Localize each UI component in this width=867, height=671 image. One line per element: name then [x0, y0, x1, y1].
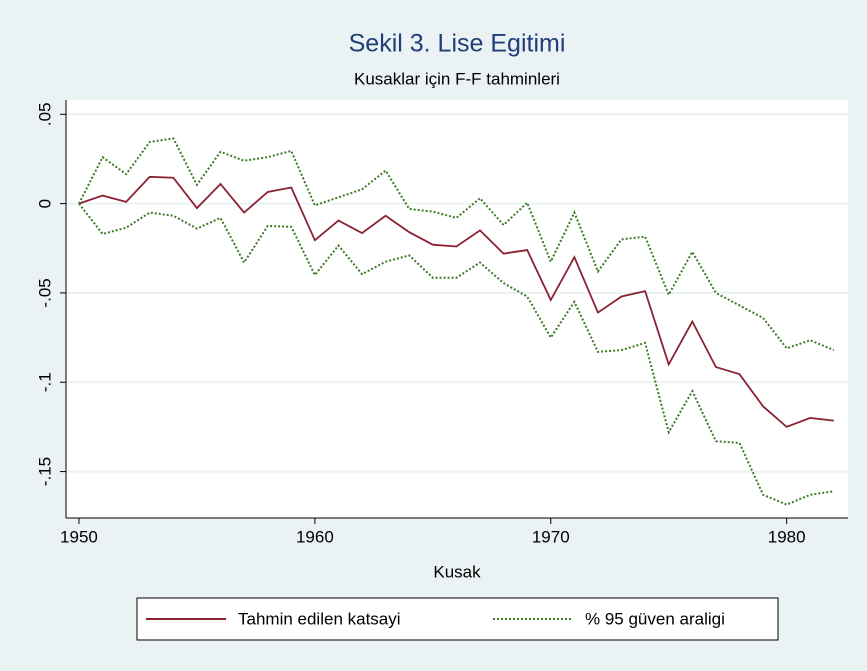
x-tick-label: 1970: [532, 527, 570, 546]
chart-subtitle: Kusaklar için F-F tahminleri: [354, 69, 560, 88]
legend-label: Tahmin edilen katsayi: [238, 609, 401, 628]
y-tick-label: .05: [35, 102, 54, 126]
x-tick-label: 1980: [768, 527, 806, 546]
chart-title: Sekil 3. Lise Egitimi: [349, 30, 566, 58]
y-tick-label: -.05: [35, 278, 54, 307]
y-tick-label: -.15: [35, 457, 54, 486]
y-tick-label: -.1: [35, 372, 54, 392]
line-lower: [78, 202, 834, 506]
x-axis-label: Kusak: [433, 562, 481, 581]
x-tick-label: 1950: [60, 527, 98, 546]
y-tick-label: 0: [35, 199, 54, 208]
plot-area: [66, 100, 848, 518]
x-tick-label: 1960: [296, 527, 334, 546]
legend-label: % 95 güven araligi: [585, 609, 725, 628]
line-values: [78, 175, 834, 428]
legend: [136, 597, 779, 641]
